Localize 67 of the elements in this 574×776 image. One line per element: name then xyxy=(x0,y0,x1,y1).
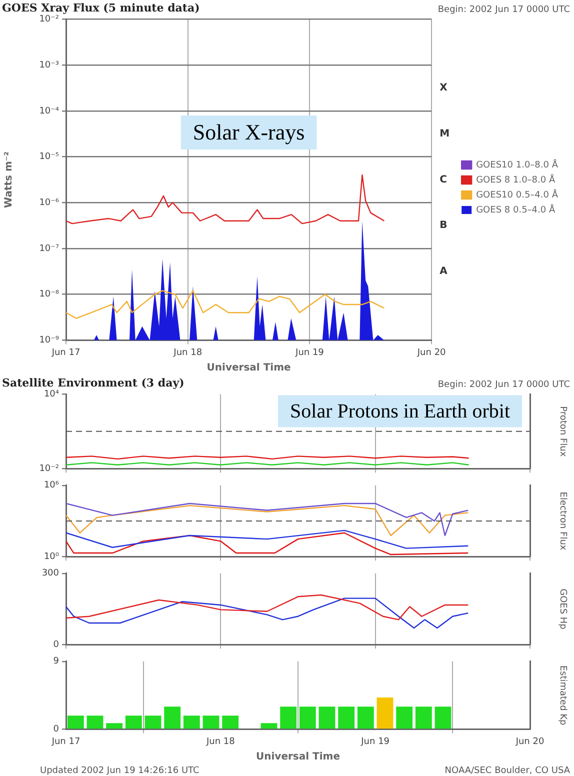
y-tick-label: 10⁻² xyxy=(39,464,60,474)
annotation: Solar X-rays xyxy=(192,119,305,144)
text: Begin: 2002 Jun 17 0000 UTC xyxy=(438,380,570,390)
bar xyxy=(67,716,84,729)
legend-label: GOES10 1.0–8.0 Å xyxy=(476,158,559,170)
y-tick-label: 300 xyxy=(42,568,60,579)
y-tick-label: 10⁻⁵ xyxy=(39,152,60,162)
bar xyxy=(183,716,200,729)
x-axis-title: Universal Time xyxy=(206,362,291,374)
x-tick-label: Jun 20 xyxy=(514,736,544,747)
y-axis-title: Estimated Kp xyxy=(557,665,568,726)
y-tick-label: 10⁶ xyxy=(44,480,60,491)
x-tick-label: Jun 19 xyxy=(294,348,324,358)
bar xyxy=(318,706,336,729)
bar xyxy=(434,706,452,729)
bar xyxy=(202,716,220,729)
bar xyxy=(280,706,297,729)
text: C xyxy=(440,174,447,186)
text: X xyxy=(440,82,448,94)
text: M xyxy=(440,128,450,140)
y-axis-title: Proton Flux xyxy=(557,406,568,458)
bar xyxy=(222,716,239,729)
annotation: Solar Protons in Earth orbit xyxy=(290,400,510,422)
text: NOAA/SEC Boulder, CO USA xyxy=(444,766,571,776)
x-tick-label: Jun 20 xyxy=(416,348,446,358)
legend-label: GOES10 0.5–4.0 Å xyxy=(476,188,559,200)
bar xyxy=(86,716,104,729)
x-tick-label: Jun 19 xyxy=(360,736,390,747)
chart-title: GOES Xray Flux (5 minute data) xyxy=(2,1,200,14)
y-tick-label: 10⁻⁸ xyxy=(39,290,60,300)
chart-title: Satellite Environment (3 day) xyxy=(2,376,184,390)
bar xyxy=(125,716,142,729)
y-tick-label: 10⁻³ xyxy=(39,60,60,70)
bar xyxy=(164,706,181,729)
text: B xyxy=(440,220,448,232)
y-tick-label: 10⁻² xyxy=(39,14,60,25)
bar xyxy=(415,706,432,729)
y-tick-label: 10⁻⁹ xyxy=(39,336,60,346)
y-tick-label: 10⁻⁶ xyxy=(39,198,60,208)
text: Begin: 2002 Jun 17 0000 UTC xyxy=(438,4,570,15)
bar xyxy=(260,723,278,729)
y-tick-label: 10⁻⁴ xyxy=(39,106,60,116)
y-tick-label: 10⁴ xyxy=(44,390,60,400)
x-axis-title: Universal Time xyxy=(256,752,340,763)
bar xyxy=(396,706,413,729)
legend-label: GOES 8 1.0–8.0 Å xyxy=(476,173,556,186)
y-axis-title: GOES Hp xyxy=(557,588,568,630)
y-tick-label: 10⁰ xyxy=(44,552,60,562)
y-axis-title: Watts m⁻² xyxy=(4,151,15,208)
y-tick-label: 10⁻⁷ xyxy=(39,244,60,254)
bar xyxy=(376,698,394,729)
legend-label: GOES 8 0.5–4.0 Å xyxy=(476,203,556,216)
x-tick-label: Jun 17 xyxy=(50,348,80,358)
x-tick-label: Jun 17 xyxy=(50,736,80,747)
bar xyxy=(357,706,374,729)
y-tick-label: 0 xyxy=(53,724,60,735)
bar xyxy=(299,706,316,729)
y-tick-label: 9 xyxy=(53,656,60,667)
y-tick-label: 0 xyxy=(53,640,60,650)
bar xyxy=(106,723,123,729)
text: Updated 2002 Jun 19 14:26:16 UTC xyxy=(40,766,200,776)
bar xyxy=(338,706,355,729)
x-tick-label: Jun 18 xyxy=(205,736,236,747)
bar xyxy=(144,716,162,729)
y-axis-title: Electron Flux xyxy=(557,492,568,551)
x-tick-label: Jun 18 xyxy=(172,348,202,358)
text: A xyxy=(440,266,448,278)
